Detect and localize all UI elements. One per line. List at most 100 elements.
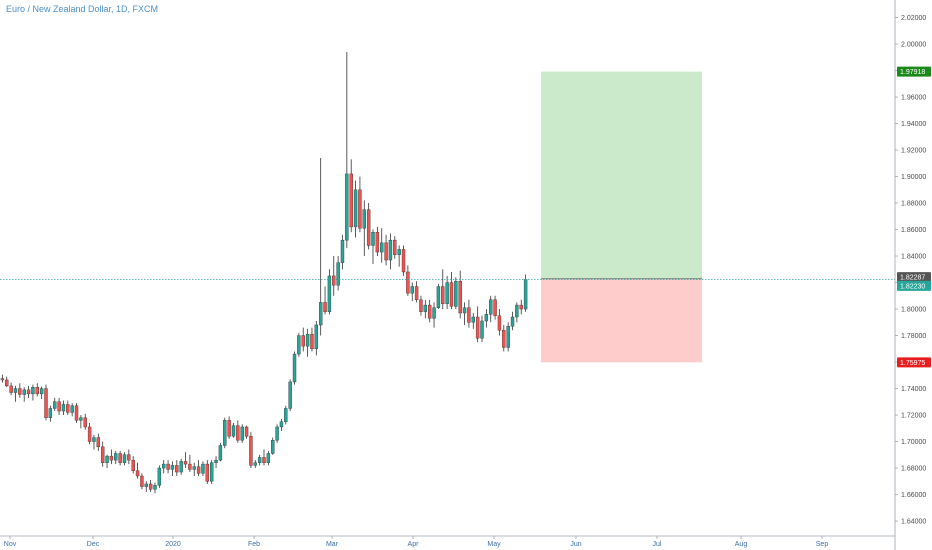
candle-body	[135, 470, 140, 477]
candle	[297, 332, 301, 357]
candle	[5, 376, 9, 388]
candle-body	[79, 417, 83, 421]
candle-body	[57, 401, 61, 412]
candle-body	[366, 209, 371, 246]
candle-body	[105, 455, 109, 463]
candle	[209, 460, 214, 484]
candle-body	[467, 307, 471, 323]
candle-body	[5, 379, 9, 387]
candle	[13, 385, 18, 402]
candle-body	[301, 335, 305, 347]
x-tick-label: Aug	[735, 541, 748, 548]
candle-body	[35, 387, 39, 395]
candle-body	[458, 281, 462, 314]
current-price-tag-bg	[897, 280, 931, 291]
candle-body	[288, 381, 292, 409]
candle	[153, 482, 157, 494]
candle-body	[253, 462, 257, 466]
candle-body	[427, 304, 432, 319]
candle	[109, 449, 114, 465]
candle-body	[410, 286, 414, 294]
candle-body	[454, 281, 458, 307]
candle	[166, 460, 170, 474]
candle	[523, 274, 528, 312]
candle	[327, 269, 332, 315]
x-tick-label: Jul	[653, 541, 662, 548]
candle-body	[131, 459, 135, 471]
candle-body	[162, 463, 166, 469]
candle	[458, 270, 462, 319]
candle-body	[205, 463, 210, 482]
candle-body	[515, 304, 519, 318]
candle-body	[380, 242, 384, 253]
candle	[31, 384, 35, 401]
candle-body	[183, 461, 188, 465]
candle-body	[127, 454, 131, 461]
candle	[423, 299, 428, 319]
candle-body	[336, 262, 340, 286]
x-tick-label: Sep	[816, 541, 829, 548]
y-tick-label: 1.74000	[901, 386, 926, 393]
candle	[127, 449, 131, 465]
candle	[271, 437, 275, 455]
candle-body	[100, 446, 105, 463]
candle	[70, 403, 74, 417]
x-tick-label: May	[487, 541, 501, 548]
candle-body	[327, 275, 332, 312]
candle-body	[179, 461, 183, 473]
y-tick-label: 1.92000	[901, 148, 926, 155]
candle	[441, 269, 445, 310]
candle-body	[44, 388, 48, 418]
candle	[358, 176, 362, 233]
candle-body	[292, 353, 297, 383]
candle-body	[441, 286, 445, 304]
candle	[388, 233, 393, 270]
candle-body	[188, 463, 192, 470]
candle-body	[414, 286, 419, 300]
x-tick-label: Feb	[248, 541, 260, 548]
candle-body	[493, 299, 497, 316]
candle	[510, 311, 515, 331]
candle-body	[506, 326, 510, 348]
candle-body	[231, 425, 236, 437]
candle	[318, 158, 323, 336]
candle	[345, 52, 349, 249]
candle-body	[340, 239, 345, 263]
candle	[419, 295, 423, 316]
candle-body	[227, 420, 231, 437]
candle	[406, 265, 410, 296]
candle-body	[83, 417, 87, 428]
candle	[375, 226, 380, 257]
candle-body	[87, 426, 92, 442]
candle-body	[332, 275, 336, 286]
x-tick-label: Dec	[87, 541, 100, 548]
candle-body	[397, 249, 401, 255]
candle	[144, 481, 148, 492]
candle-body	[423, 304, 428, 312]
candle	[275, 424, 279, 443]
candle	[502, 324, 506, 352]
candle	[205, 460, 210, 484]
candle	[105, 454, 109, 469]
candle	[157, 465, 162, 488]
candle-body	[497, 315, 502, 331]
candle-body	[279, 421, 284, 428]
candle	[214, 456, 218, 469]
x-tick-label: Apr	[408, 541, 420, 548]
candle	[449, 271, 454, 310]
candle	[244, 425, 249, 439]
candle	[480, 315, 484, 343]
candle-body	[201, 463, 205, 474]
candle-body	[249, 436, 253, 466]
candle	[305, 328, 310, 357]
candle	[9, 382, 13, 396]
candle-body	[70, 405, 74, 413]
candle	[57, 397, 61, 416]
candle	[257, 454, 262, 466]
candle	[436, 283, 441, 310]
candle-body	[358, 189, 362, 229]
entry-price-tag: 1.82287	[900, 275, 925, 282]
entry-price-tag-bg	[897, 272, 931, 283]
